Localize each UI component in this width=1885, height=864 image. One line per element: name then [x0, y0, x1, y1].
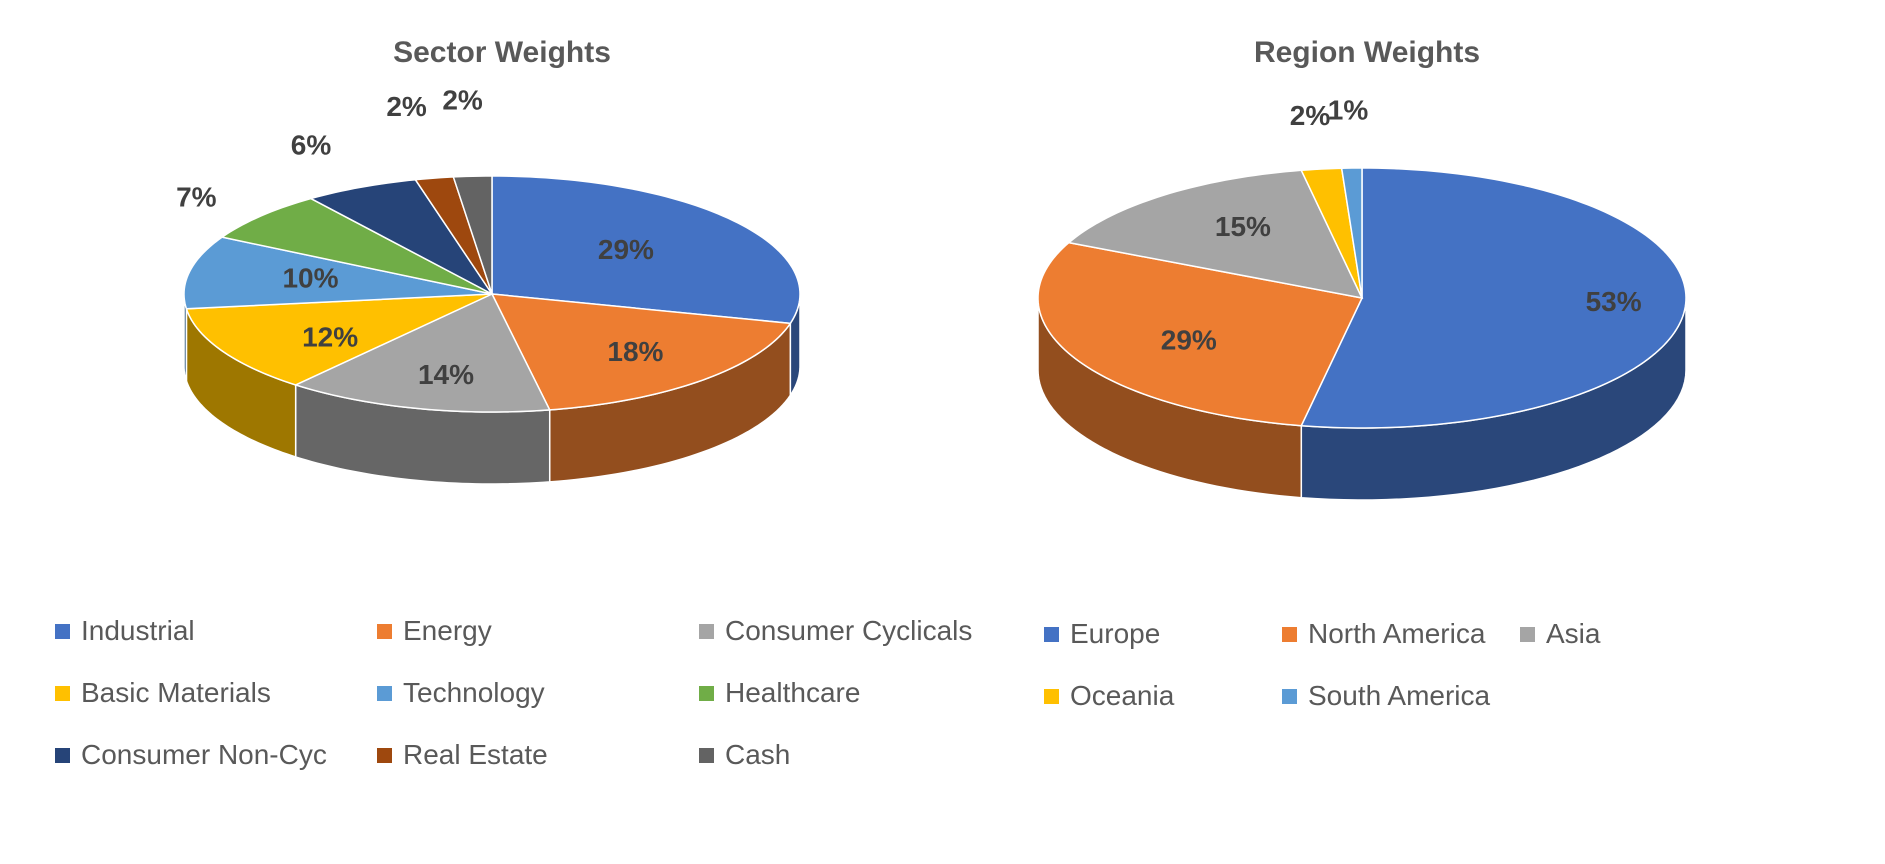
legend-label: North America [1308, 618, 1486, 649]
legend-label: Consumer Non-Cyc [81, 739, 327, 770]
legend-item-consumer-cyclicals: Consumer Cyclicals [699, 615, 972, 646]
legend-item-basic-materials: Basic Materials [55, 677, 271, 708]
legend-swatch [377, 748, 392, 763]
legend-swatch [55, 686, 70, 701]
legend-label: Basic Materials [81, 677, 271, 708]
pie-slice-consumer-cyclicals [293, 293, 551, 413]
legend-swatch [1044, 689, 1059, 704]
sector-chart-title: Sector Weights [393, 36, 611, 69]
pie-slice-europe [1300, 167, 1687, 429]
legend-label: Cash [725, 739, 790, 770]
legend-swatch [1282, 689, 1297, 704]
legend-swatch [1044, 627, 1059, 642]
legend-label: Asia [1546, 618, 1601, 649]
legend-item-real-estate: Real Estate [377, 739, 548, 770]
pie-slice-south-america [1340, 167, 1363, 299]
legend-swatch [55, 748, 70, 763]
region-pie: 53% 29% 15% 2%1% [1037, 95, 1687, 501]
legend-item-asia: Asia [1520, 618, 1601, 649]
legend-label: Consumer Cyclicals [725, 615, 972, 646]
pie-slice-north-america [1037, 241, 1364, 427]
pie-slice-real-estate [414, 176, 493, 295]
legend-swatch [699, 624, 714, 639]
legend-item-cash: Cash [699, 739, 790, 770]
legend-item-oceania: Oceania [1044, 680, 1175, 711]
legend-label: Real Estate [403, 739, 548, 770]
pie-slice-energy [490, 293, 792, 411]
legend-item-south-america: South America [1282, 680, 1491, 711]
pie-slice-cash [452, 175, 493, 295]
data-label-real-estate: 2% [386, 91, 427, 122]
legend-item-consumer-non-cyc: Consumer Non-Cyc [55, 739, 327, 770]
legend-label: Energy [403, 615, 492, 646]
pie-slice-consumer-non-cyc [308, 178, 493, 295]
legend-swatch [699, 686, 714, 701]
data-label-oceania: 2% [1290, 100, 1331, 131]
legend-item-energy: Energy [377, 615, 492, 646]
legend-label: Healthcare [725, 677, 860, 708]
pie-side-walls [183, 293, 801, 485]
legend-label: Industrial [81, 615, 195, 646]
data-label-energy: 18% [607, 336, 663, 367]
legend-label: Europe [1070, 618, 1160, 649]
data-label-consumer-cyclicals: 14% [418, 359, 474, 390]
data-label-asia: 15% [1215, 211, 1271, 242]
legend-item-industrial: Industrial [55, 615, 195, 646]
data-label-north-america: 29% [1161, 324, 1217, 355]
data-label-cash: 2% [442, 85, 483, 116]
region-chart-title: Region Weights [1254, 36, 1480, 69]
legend-item-healthcare: Healthcare [699, 677, 860, 708]
pie-slice-technology [183, 236, 493, 310]
legend-label: Technology [403, 677, 545, 708]
region-legend: Europe North America Asia Oceania South Amer… [1044, 618, 1601, 711]
sector-pie: 29% 18% 14% 12% 10% 7% 6% 2% 2% [176, 85, 801, 485]
legend-swatch [55, 624, 70, 639]
data-label-industrial: 29% [598, 234, 654, 265]
data-label-technology: 10% [282, 262, 338, 293]
data-label-basic-materials: 12% [302, 322, 358, 353]
data-label-healthcare: 7% [176, 182, 217, 213]
legend-label: South America [1308, 680, 1491, 711]
legend-swatch [699, 748, 714, 763]
legend-swatch [377, 624, 392, 639]
pie-slice-oceania [1300, 167, 1363, 299]
legend-swatch [1520, 627, 1535, 642]
legend-item-technology: Technology [377, 677, 545, 708]
legend-swatch [377, 686, 392, 701]
pie-slice-industrial [491, 175, 801, 325]
sector-legend: Industrial Energy Consumer Cyclicals Basic … [55, 615, 972, 770]
pie-slice-basic-materials [185, 293, 493, 386]
legend-swatch [1282, 627, 1297, 642]
pie-slice-healthcare [220, 197, 493, 295]
legend-item-europe: Europe [1044, 618, 1160, 649]
data-label-south-america: 1% [1328, 95, 1369, 126]
legend-item-north-america: North America [1282, 618, 1486, 649]
legend-label: Oceania [1070, 680, 1175, 711]
data-label-europe: 53% [1586, 286, 1642, 317]
data-label-consumer-non-cyc: 6% [291, 130, 332, 161]
pie-slice-asia [1067, 169, 1364, 300]
